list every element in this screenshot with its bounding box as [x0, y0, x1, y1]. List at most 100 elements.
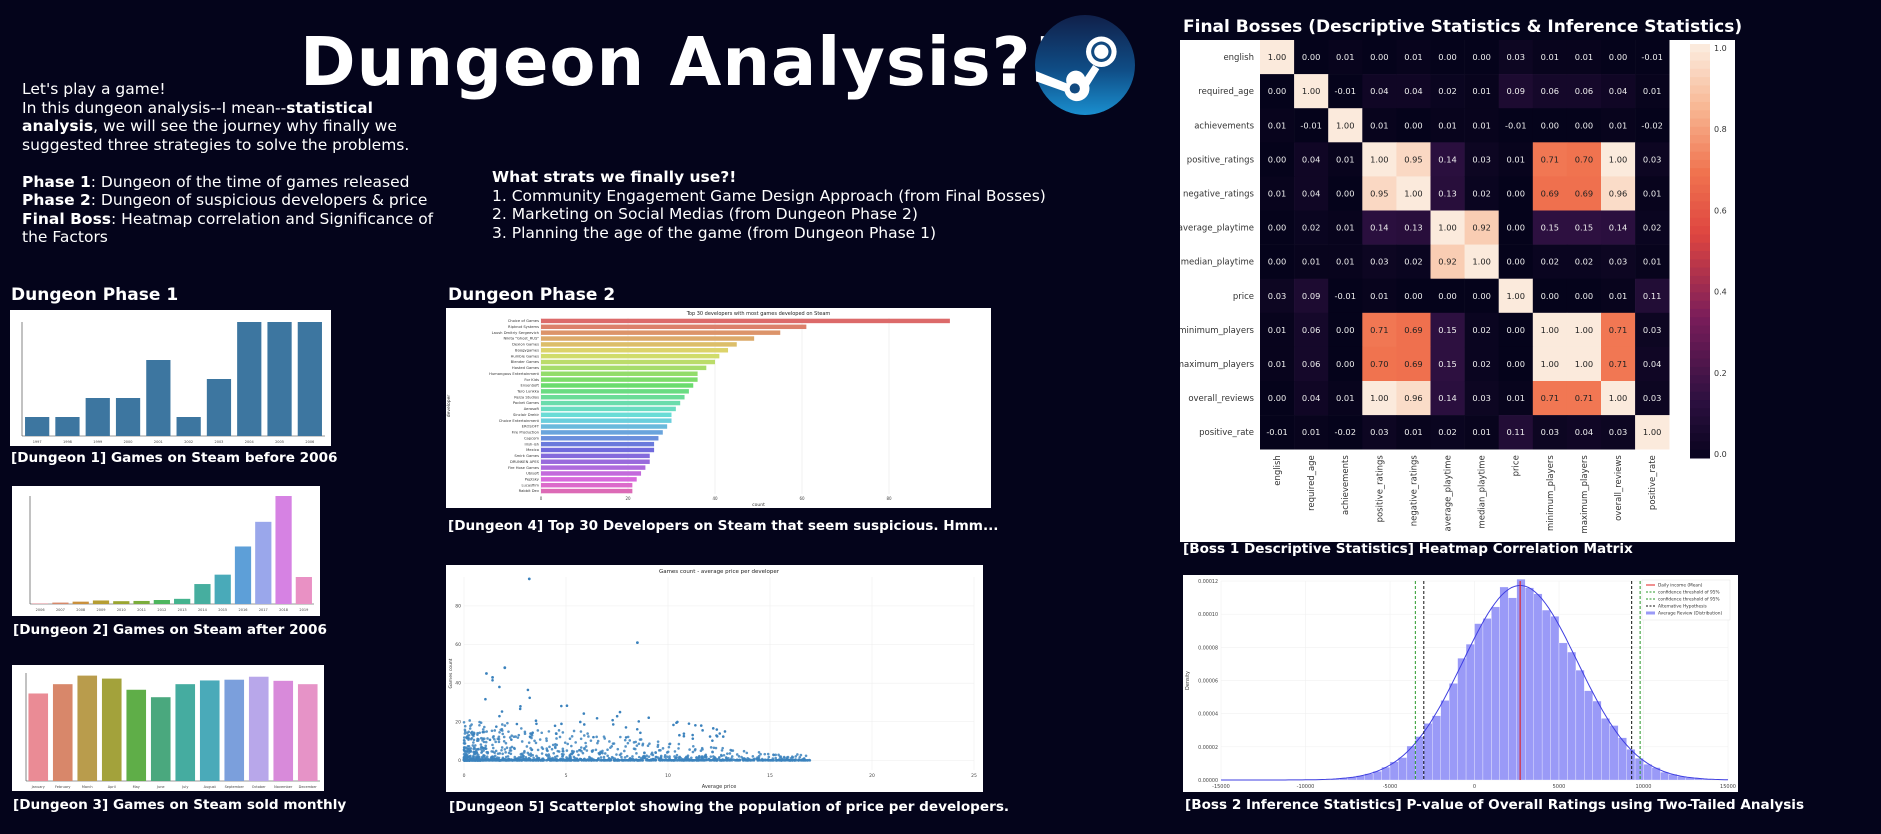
scatter-point — [672, 723, 675, 727]
histogram-bar — [1584, 690, 1593, 781]
heatmap-value: -0.01 — [1266, 427, 1287, 437]
colorbar-segment — [1690, 217, 1710, 227]
intro-phase2: Phase 2: Dungeon of suspicious developer… — [22, 191, 428, 209]
heatmap-cell — [1635, 244, 1670, 279]
y-tick-label: 0.00012 — [1198, 579, 1218, 585]
heatmap-value: 0.01 — [1336, 154, 1354, 164]
heatmap-row-label: required_age — [1198, 87, 1254, 97]
heatmap-value: 0.01 — [1643, 86, 1661, 96]
scatter-point — [673, 750, 677, 753]
colorbar-segment — [1690, 400, 1710, 409]
heatmap-value: 0.04 — [1404, 86, 1422, 96]
scatter-point — [681, 759, 685, 762]
heatmap-value: 0.00 — [1541, 291, 1559, 301]
bar — [133, 600, 150, 604]
scatter-point — [527, 741, 531, 744]
scatter-point — [520, 752, 524, 756]
heatmap-cell — [1464, 74, 1499, 109]
heatmap-value: 1.00 — [1268, 52, 1286, 62]
scatter-point — [690, 756, 693, 760]
heatmap-col-label: minimum_players — [1546, 455, 1556, 531]
bar — [541, 389, 689, 394]
scatter-point — [512, 758, 515, 762]
heatmap-cell — [1260, 210, 1295, 245]
scatter-point — [576, 758, 579, 761]
heatmap-value: 0.02 — [1541, 257, 1559, 267]
x-tick-label: December — [299, 785, 318, 789]
scatter-point — [778, 755, 782, 758]
colorbar-segment — [1690, 391, 1710, 401]
scatter-point — [698, 754, 701, 758]
scatter-point — [500, 710, 504, 713]
boss2-chart: -15000 -10000 -5000 0 5000 10000 15000 0.00000 0… — [1183, 575, 1738, 792]
scatter-point — [656, 743, 660, 747]
scatter-point — [751, 758, 755, 762]
heatmap-cell — [1601, 312, 1636, 348]
heatmap-col-label: negative_ratings — [1409, 455, 1419, 527]
heatmap-value: 0.92 — [1472, 223, 1490, 233]
heatmap-value: 0.11 — [1643, 291, 1661, 301]
colorbar-segment — [1690, 333, 1710, 343]
scatter-point — [545, 737, 548, 740]
scatter-point — [767, 759, 771, 762]
y-tick-label: Reiza Studios — [514, 395, 539, 399]
heatmap-value: 0.92 — [1438, 257, 1456, 267]
scatter-point — [645, 754, 648, 758]
heatmap-value: 0.00 — [1507, 223, 1525, 233]
scatter-point — [804, 754, 808, 758]
scatter-point — [611, 723, 615, 726]
scatter-point — [569, 752, 573, 756]
heatmap-cell — [1566, 210, 1602, 245]
heatmap-cell — [1635, 108, 1670, 143]
x-tick-label: -10000 — [1297, 784, 1315, 790]
x-tick-label: 2008 — [76, 608, 85, 612]
bar — [77, 675, 98, 781]
bar — [541, 441, 655, 447]
colorbar-segment — [1690, 201, 1710, 211]
scatter-point — [570, 744, 573, 748]
scatter-point — [632, 747, 636, 751]
scatter-point — [471, 758, 475, 761]
scatter-point — [529, 754, 533, 758]
colorbar-segment — [1690, 300, 1710, 310]
heatmap-value: 0.02 — [1472, 325, 1490, 335]
y-tick-label: For Kids — [524, 378, 539, 382]
heatmap-value: 0.01 — [1472, 427, 1490, 437]
colorbar-segment — [1690, 433, 1710, 442]
colorbar-segment — [1690, 292, 1710, 302]
scatter-point — [498, 685, 501, 689]
heatmap-value: 0.02 — [1404, 257, 1422, 267]
y-tick-label: Sinclair Drekir — [513, 413, 539, 417]
scatter-point — [596, 758, 600, 762]
heatmap-value: 0.00 — [1438, 52, 1456, 62]
scatter-point — [531, 759, 535, 762]
scatter-point — [729, 748, 732, 752]
scatter-point — [462, 720, 466, 724]
scatter-point — [551, 743, 555, 747]
heatmap-value: 0.00 — [1541, 120, 1559, 130]
scatter-point — [611, 718, 614, 722]
heatmap-value: 0.69 — [1541, 188, 1559, 198]
heatmap-cell — [1532, 40, 1568, 75]
scatter-point — [767, 755, 771, 759]
scatter-point — [774, 756, 777, 760]
scatter-point — [462, 758, 466, 761]
heatmap-value: 0.01 — [1575, 52, 1593, 62]
y-tick-label: Rabbit Dev — [519, 489, 540, 493]
boss1-heatmap: 1.00 0.00 0.01 0.00 0.01 0.00 0.00 0.03 0.01 0.01… — [1180, 40, 1735, 542]
heatmap-value: 0.71 — [1575, 393, 1593, 403]
heatmap-cell — [1635, 278, 1670, 314]
scatter-point — [501, 732, 505, 736]
heatmap-cell — [1260, 108, 1295, 143]
scatter-point — [691, 750, 695, 754]
heatmap-cell — [1362, 415, 1397, 450]
heatmap-cell — [1601, 278, 1636, 314]
scatter-point — [484, 744, 487, 748]
scatter-point — [500, 746, 504, 749]
scatter-point — [712, 746, 716, 750]
x-tick-label: 60 — [799, 496, 805, 501]
scatter-point — [751, 755, 755, 758]
heatmap-value: 0.14 — [1370, 223, 1388, 233]
bar — [541, 394, 685, 400]
x-tick-label: May — [133, 785, 140, 789]
